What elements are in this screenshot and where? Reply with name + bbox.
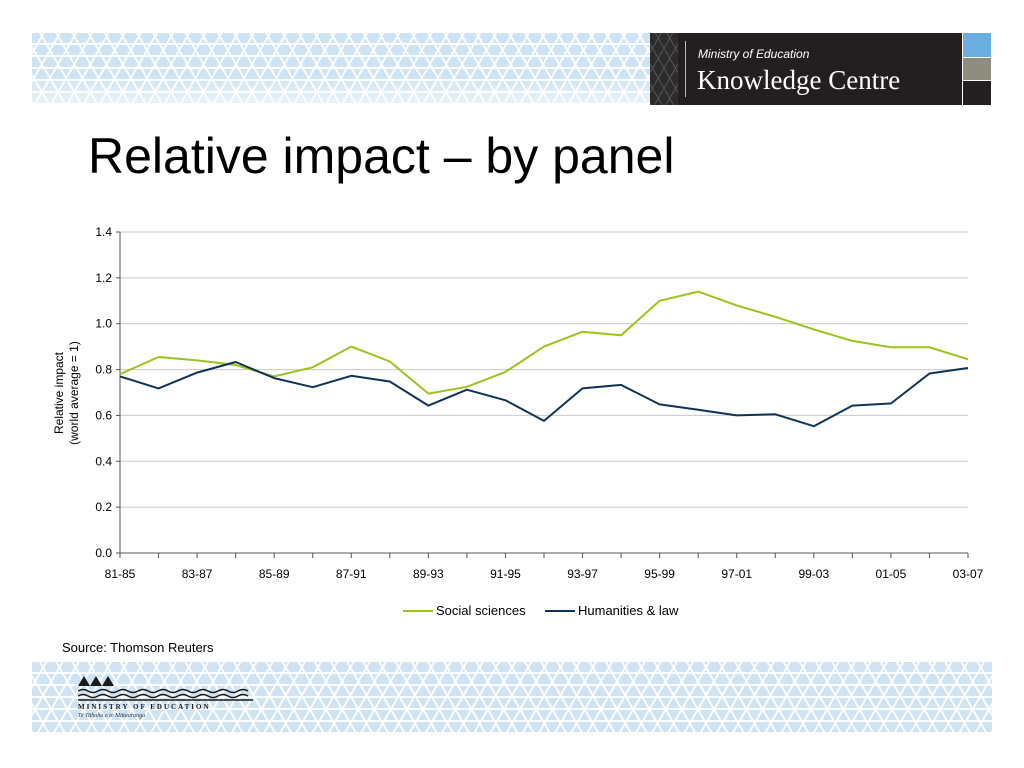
x-tick-label: 85-89	[259, 567, 290, 581]
chart-gridlines	[120, 231, 968, 508]
y-tick-label: 1.2	[95, 271, 112, 285]
x-tick-label: 99-03	[798, 567, 829, 581]
logo-maori-name: Te Tāhuhu o te Mātauranga	[78, 713, 146, 719]
logo-name-text: Knowledge Centre	[697, 65, 901, 95]
logo-mountain-icon	[78, 676, 90, 686]
ministry-of-education-logo: MINISTRY OF EDUCATION Te Tāhuhu o te Māt…	[78, 676, 258, 726]
header-pattern-fade	[32, 33, 650, 105]
logo-divider	[685, 41, 686, 97]
logo-mountain-icon	[102, 676, 114, 686]
x-tick-label: 03-07	[953, 567, 984, 581]
x-tick-label: 97-01	[721, 567, 752, 581]
legend-label-humanities-law: Humanities & law	[578, 603, 679, 618]
y-tick-label: 1.4	[95, 225, 112, 239]
logo-mountain-icon	[90, 676, 102, 686]
x-tick-label: 87-91	[336, 567, 367, 581]
series-line-social-sciences	[119, 290, 969, 395]
logo-ministry-name: MINISTRY OF EDUCATION	[78, 703, 211, 711]
color-swatch-blue	[963, 33, 991, 57]
logo-ministry-text: Ministry of Education	[698, 47, 810, 61]
legend-label-social-sciences: Social sciences	[436, 603, 526, 618]
x-tick-label: 83-87	[182, 567, 213, 581]
chart-series	[119, 290, 969, 428]
logo-triangle-strip	[650, 33, 678, 105]
x-tick-label: 93-97	[567, 567, 598, 581]
x-tick-label: 89-93	[413, 567, 444, 581]
y-tick-label: 0.4	[95, 454, 112, 468]
x-tick-label: 91-95	[490, 567, 521, 581]
color-swatch-black	[963, 81, 991, 105]
source-note: Source: Thomson Reuters	[62, 640, 214, 655]
y-tick-label: 0.8	[95, 363, 112, 377]
chart-axes: 0.0 0.2 0.4 0.6 0.8 1.0 1.2 1.4 81-85 83-87 85-89 8…	[95, 225, 983, 581]
knowledge-centre-logo: Ministry of Education Knowledge Centre	[650, 33, 962, 105]
x-tick-label: 95-99	[644, 567, 675, 581]
logo-waves-icon	[78, 688, 253, 701]
y-tick-label: 0.2	[95, 500, 112, 514]
y-axis-title-line-2: (world average = 1)	[67, 341, 81, 445]
y-axis-title: Relative impact (world average = 1)	[52, 341, 81, 445]
chart-legend: Social sciences Humanities & law	[403, 603, 679, 618]
x-tick-label: 01-05	[876, 567, 907, 581]
series-line-humanities-law	[119, 361, 969, 428]
y-axis-title-line-1: Relative impact	[52, 351, 66, 434]
y-tick-label: 0.0	[95, 546, 112, 560]
x-tick-label: 81-85	[105, 567, 136, 581]
y-tick-label: 1.0	[95, 317, 112, 331]
color-swatch-grey	[963, 58, 991, 80]
page-title: Relative impact – by panel	[88, 128, 675, 184]
y-tick-label: 0.6	[95, 408, 112, 422]
